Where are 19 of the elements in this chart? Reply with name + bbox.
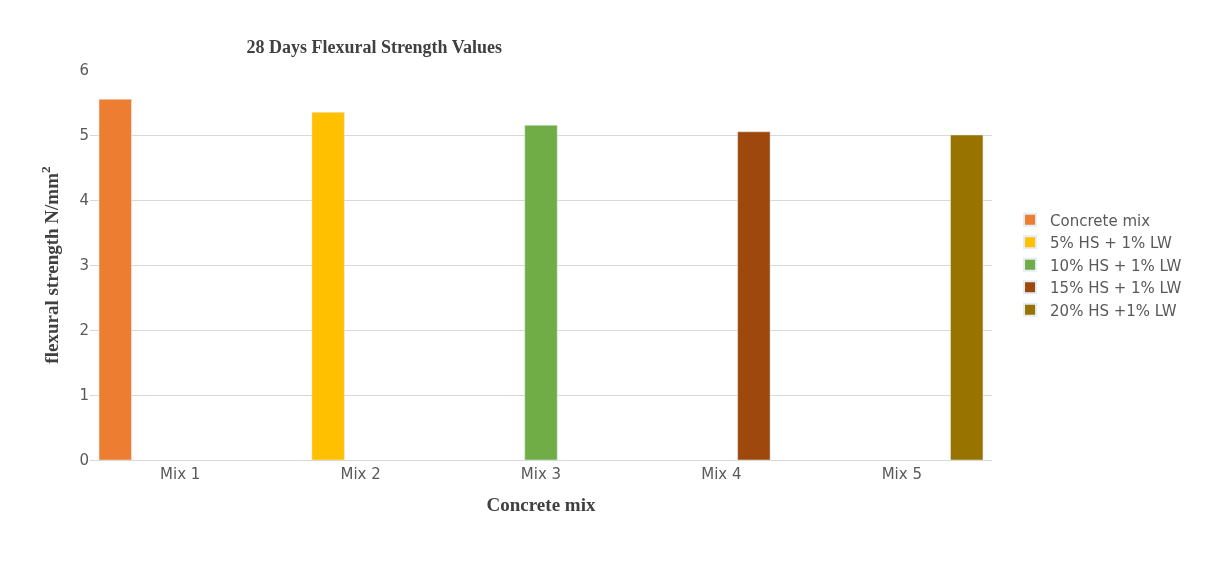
y-tick-label: 2 [79, 321, 89, 340]
x-axis-title: Concrete mix [486, 493, 596, 515]
y-tick-label: 3 [79, 256, 89, 275]
y-tick-label: 6 [79, 61, 89, 80]
x-tick-label: Mix 1 [160, 465, 201, 483]
legend-label: 15% HS + 1% LW [1050, 279, 1182, 298]
legend-label: 20% HS +1% LW [1050, 301, 1177, 320]
legend-label: Concrete mix [1050, 211, 1151, 230]
x-tick-label: Mix 2 [340, 465, 381, 483]
x-tick-label: Mix 4 [701, 465, 742, 483]
x-tick-label: Mix 5 [881, 465, 922, 483]
y-tick-label: 0 [79, 451, 89, 470]
legend-label: 5% HS + 1% LW [1050, 234, 1173, 253]
y-tick-label: 4 [79, 191, 89, 210]
legend-label: 10% HS + 1% LW [1050, 256, 1182, 275]
x-tick-label: Mix 3 [520, 465, 562, 483]
y-tick-label: 1 [79, 386, 89, 405]
y-tick-label: 5 [79, 126, 89, 145]
chart-title: 28 Days Flexural Strength Values [246, 36, 503, 57]
